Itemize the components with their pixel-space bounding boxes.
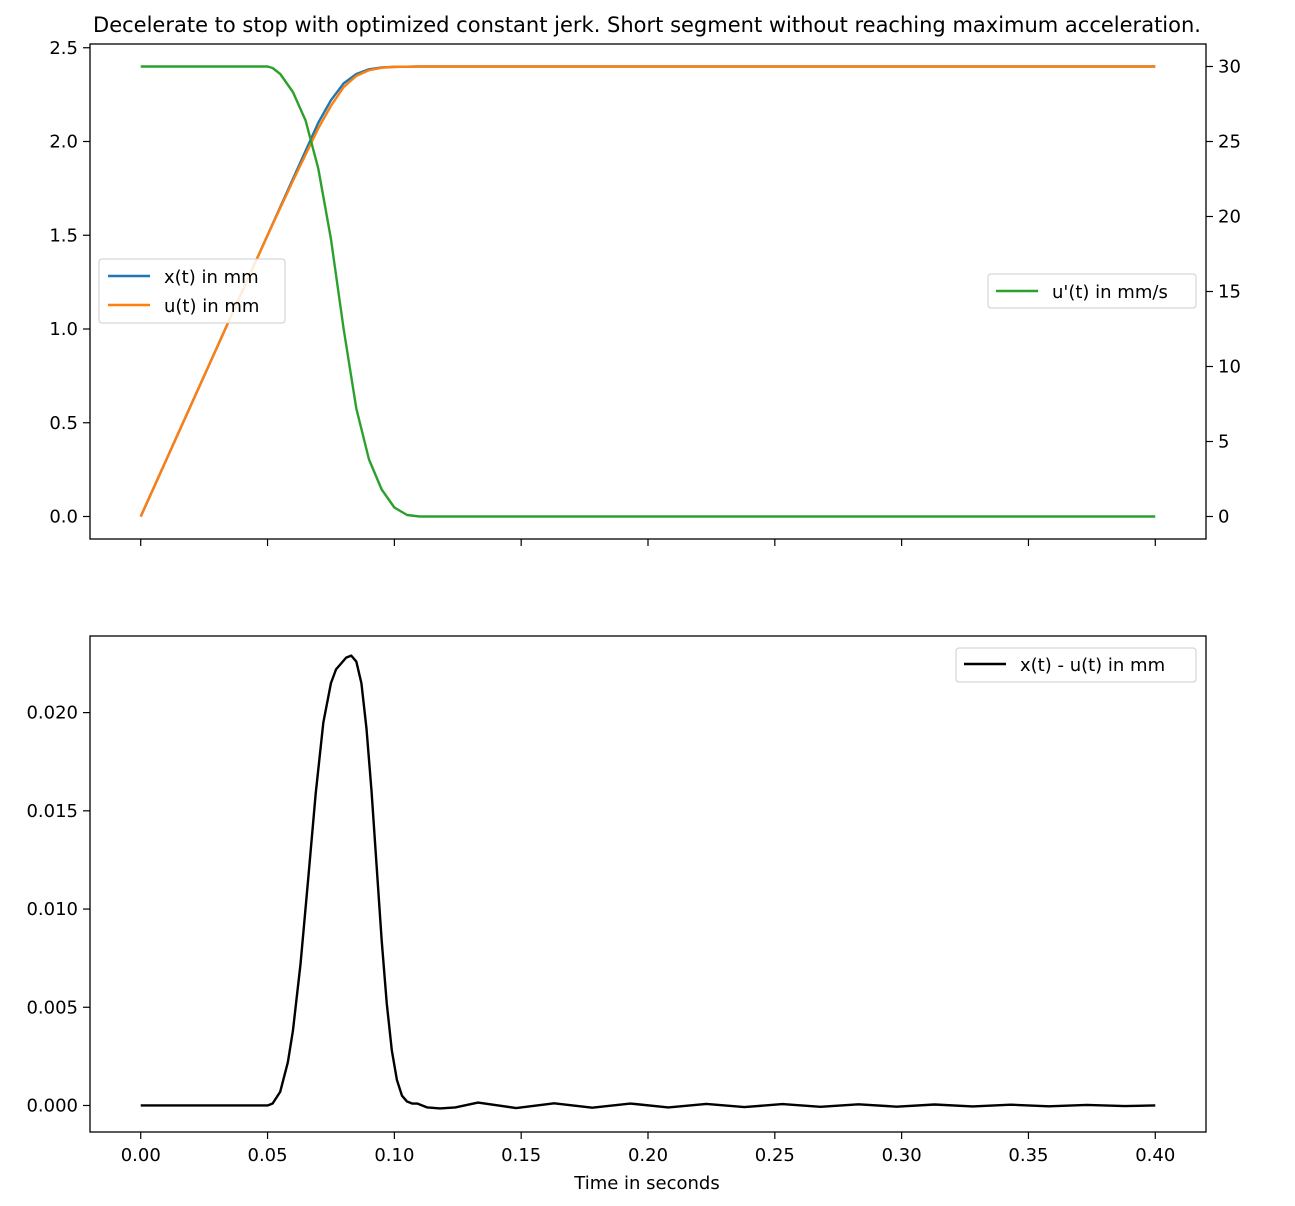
top-plot-lines — [139, 65, 1156, 518]
legend-diff-box — [955, 647, 1197, 683]
legend-x-label: x(t) in mm — [164, 267, 259, 288]
x-axis-label: Time in seconds — [573, 1173, 719, 1194]
bottom-x-tick-label: 0.00 — [121, 1145, 161, 1166]
bottom-y-tick-label: 0.010 — [26, 899, 78, 920]
legend-u-label: u(t) in mm — [164, 296, 259, 317]
bottom-x-tick-label: 0.40 — [1135, 1145, 1175, 1166]
figure-title: Decelerate to stop with optimized consta… — [93, 13, 1201, 37]
bottom-x-tick-label: 0.25 — [755, 1145, 795, 1166]
top-y2-ticks: 0 5 10 15 20 25 30 — [1206, 57, 1241, 528]
top-y2-tick-label: 15 — [1218, 282, 1241, 303]
bottom-x-tick-label: 0.35 — [1008, 1145, 1048, 1166]
legend-right: u'(t) in mm/s — [987, 273, 1197, 309]
bottom-y-tick-label: 0.000 — [26, 1095, 78, 1116]
top-y2-tick-label: 5 — [1218, 432, 1229, 453]
bottom-x-tick-label: 0.30 — [882, 1145, 922, 1166]
top-axes: 0.0 0.5 1.0 1.5 2.0 2.5 0 5 10 15 20 25 30 x(t) in … — [49, 38, 1241, 546]
series-u-line — [139, 65, 1156, 517]
legend-diff: x(t) - u(t) in mm — [955, 647, 1197, 683]
bottom-y-ticks: 0.000 0.005 0.010 0.015 0.020 — [26, 703, 90, 1116]
bottom-axes-frame — [89, 635, 1207, 1133]
series-du-line — [140, 65, 1156, 518]
bottom-y-tick-label: 0.005 — [26, 997, 78, 1018]
legend-right-box — [987, 273, 1197, 309]
top-x-ticks — [140, 539, 1156, 546]
bottom-y-tick-label: 0.020 — [26, 703, 78, 724]
bottom-x-tick-label: 0.05 — [248, 1145, 288, 1166]
top-y-tick-label: 1.0 — [49, 319, 78, 340]
bottom-x-tick-label: 0.10 — [374, 1145, 414, 1166]
legend-diff-label: x(t) - u(t) in mm — [1020, 655, 1165, 676]
top-y2-tick-label: 30 — [1218, 57, 1241, 78]
top-y-tick-label: 0.0 — [49, 507, 78, 528]
top-y-tick-label: 0.5 — [49, 413, 78, 434]
top-y-ticks: 0.0 0.5 1.0 1.5 2.0 2.5 — [49, 38, 90, 528]
top-y-tick-label: 2.0 — [49, 132, 78, 153]
bottom-x-tick-label: 0.20 — [628, 1145, 668, 1166]
top-y2-tick-label: 25 — [1218, 132, 1241, 153]
legend-du-label: u'(t) in mm/s — [1052, 282, 1168, 303]
series-diff-line — [140, 654, 1156, 1110]
legend-left: x(t) in mm u(t) in mm — [98, 258, 286, 324]
top-y2-tick-label: 20 — [1218, 207, 1241, 228]
bottom-x-ticks: 0.00 0.05 0.10 0.15 0.20 0.25 0.30 0.35 0.40 — [121, 1132, 1175, 1166]
bottom-plot-lines — [140, 654, 1156, 1110]
top-y2-tick-label: 0 — [1218, 507, 1229, 528]
top-y2-tick-label: 10 — [1218, 357, 1241, 378]
bottom-axes: 0.00 0.05 0.10 0.15 0.20 0.25 0.30 0.35 0.40 0.0… — [26, 635, 1207, 1194]
bottom-x-tick-label: 0.15 — [501, 1145, 541, 1166]
top-y-tick-label: 1.5 — [49, 225, 78, 246]
bottom-y-tick-label: 0.015 — [26, 801, 78, 822]
top-y-tick-label: 2.5 — [49, 38, 78, 59]
